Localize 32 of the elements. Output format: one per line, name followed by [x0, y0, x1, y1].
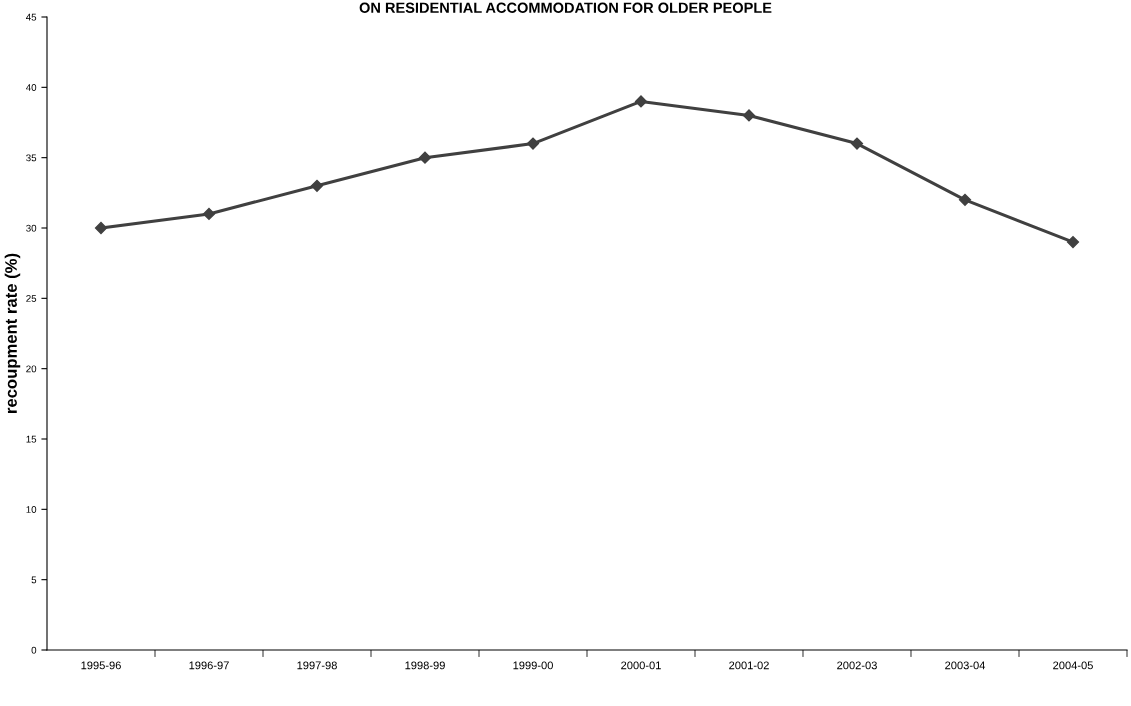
x-tick-label: 1997-98 — [297, 661, 337, 670]
point — [958, 193, 972, 206]
y-tick-label: 30 — [26, 224, 37, 232]
point — [742, 109, 756, 122]
point — [418, 151, 432, 164]
point — [310, 179, 324, 192]
point — [94, 221, 108, 235]
x-tick-label: 1998-99 — [405, 661, 445, 670]
x-tick-label: 1996-97 — [189, 661, 229, 670]
y-tick-label: 10 — [26, 506, 37, 513]
x-tick-label: 2002-03 — [837, 661, 877, 670]
y-tick-label: 15 — [26, 435, 37, 443]
x-tick-label: 2001-02 — [729, 661, 769, 670]
chart-title: ON RESIDENTIAL ACCOMMODATION FOR OLDER PEOPLE — [359, 2, 772, 13]
y-tick-label: 0 — [31, 646, 37, 654]
point — [202, 207, 216, 221]
y-tick-label: 20 — [26, 365, 37, 373]
y-tick-label: 5 — [31, 576, 37, 584]
y-tick-label: 45 — [25, 13, 37, 21]
point — [850, 137, 864, 150]
point — [634, 95, 648, 108]
y-tick-label: 25 — [26, 295, 37, 302]
y-tick-label: 40 — [25, 84, 37, 91]
x-tick-label: 2004-05 — [1053, 661, 1093, 670]
point — [1066, 235, 1080, 249]
x-tick-label: 1999-00 — [513, 661, 553, 670]
x-tick-label: 1995-96 — [81, 661, 121, 670]
x-tick-label: 2000-01 — [621, 661, 661, 670]
point — [526, 137, 540, 150]
y-axis-title: recoupment rate (%) — [4, 253, 21, 413]
y-tick-label: 35 — [26, 154, 37, 162]
x-tick-label: 2003-04 — [945, 661, 986, 670]
